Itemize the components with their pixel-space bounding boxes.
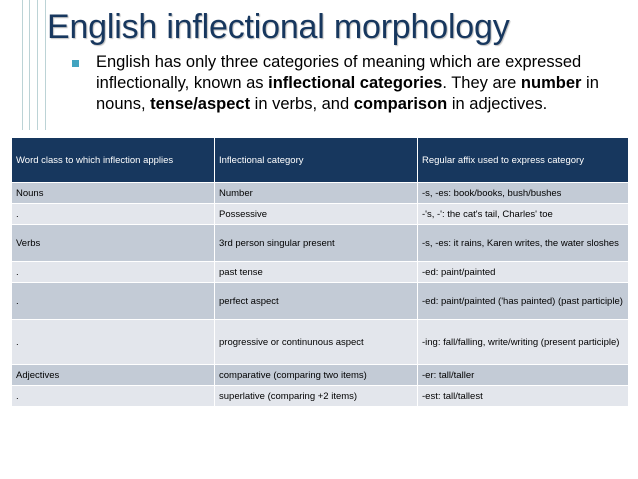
decorative-line <box>29 0 30 130</box>
decorative-line <box>45 0 46 130</box>
word-class-cell: . <box>11 319 215 365</box>
affix-cell: -ing: fall/falling, write/writing (prese… <box>417 319 629 365</box>
decorative-line <box>22 0 23 130</box>
category-cell: Possessive <box>214 203 418 225</box>
category-cell: past tense <box>214 261 418 283</box>
bullet-text-part: English has only three categories of mea… <box>96 53 582 92</box>
category-cell: Number <box>214 182 418 204</box>
slide-title: English inflectional morphology <box>47 8 510 46</box>
category-cell: superlative (comparing +2 items) <box>214 385 418 407</box>
category-cell: progressive or continunous aspect <box>214 319 418 365</box>
bullet-text-part: in adjectives. <box>447 95 548 113</box>
table-row: . Possessive -'s, -': the cat's tail, Ch… <box>11 203 629 225</box>
affix-cell: -est: tall/tallest <box>417 385 629 407</box>
word-class-cell: . <box>11 282 215 320</box>
square-bullet-icon <box>72 60 79 67</box>
bullet-text: English has only three categories of mea… <box>96 52 622 115</box>
category-cell: comparative (comparing two items) <box>214 364 418 386</box>
term-tense-aspect: tense/aspect <box>150 95 251 113</box>
inflection-table: Word class to which inflection applies I… <box>11 137 629 407</box>
term-inflectional-categories: inflectional categories <box>268 74 443 92</box>
word-class-cell: . <box>11 261 215 283</box>
bullet-point: English has only three categories of mea… <box>72 52 622 115</box>
table-row: . progressive or continunous aspect -ing… <box>11 319 629 365</box>
affix-cell: -'s, -': the cat's tail, Charles' toe <box>417 203 629 225</box>
header-inflectional-category: Inflectional category <box>214 137 418 183</box>
bullet-text-part: in verbs, and <box>250 95 354 113</box>
word-class-cell: Adjectives <box>11 364 215 386</box>
table-header-row: Word class to which inflection applies I… <box>11 137 629 183</box>
table-row: . perfect aspect -ed: paint/painted ('ha… <box>11 282 629 320</box>
decorative-line <box>37 0 38 130</box>
category-cell: 3rd person singular present <box>214 224 418 262</box>
word-class-cell: . <box>11 385 215 407</box>
bullet-text-part: in nouns, <box>96 74 599 113</box>
table-row: Nouns Number -s, -es: book/books, bush/b… <box>11 182 629 204</box>
word-class-cell: Nouns <box>11 182 215 204</box>
affix-cell: -ed: paint/painted ('has painted) (past … <box>417 282 629 320</box>
header-regular-affix: Regular affix used to express category <box>417 137 629 183</box>
table-row: . superlative (comparing +2 items) -est:… <box>11 385 629 407</box>
word-class-cell: . <box>11 203 215 225</box>
table-row: . past tense -ed: paint/painted <box>11 261 629 283</box>
affix-cell: -ed: paint/painted <box>417 261 629 283</box>
affix-cell: -er: tall/taller <box>417 364 629 386</box>
table-row: Adjectives comparative (comparing two it… <box>11 364 629 386</box>
bullet-text-part: . They are <box>442 74 521 92</box>
category-cell: perfect aspect <box>214 282 418 320</box>
term-number: number <box>520 74 582 92</box>
term-comparison: comparison <box>353 95 448 113</box>
affix-cell: -s, -es: book/books, bush/bushes <box>417 182 629 204</box>
table-row: Verbs 3rd person singular present -s, -e… <box>11 224 629 262</box>
word-class-cell: Verbs <box>11 224 215 262</box>
affix-cell: -s, -es: it rains, Karen writes, the wat… <box>417 224 629 262</box>
header-word-class: Word class to which inflection applies <box>11 137 215 183</box>
